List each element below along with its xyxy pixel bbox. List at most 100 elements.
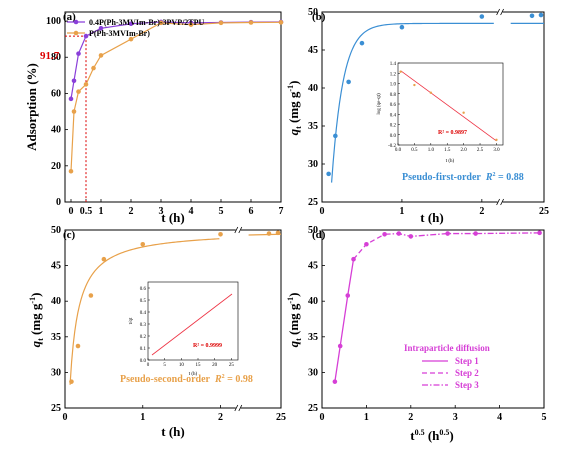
inset-b-frame xyxy=(397,62,504,146)
x-tick-label: 3 xyxy=(159,206,164,217)
inset-x-tick-label: 0.5 xyxy=(411,148,418,153)
x-tick-label: 4 xyxy=(189,206,194,217)
x-tick-label: 1 xyxy=(399,206,404,217)
y-tick-label: 40 xyxy=(308,296,318,307)
data-point xyxy=(396,231,402,236)
data-point xyxy=(76,51,81,56)
y-tick-label: 0 xyxy=(56,197,61,208)
inset-x-tick-label: 1.5 xyxy=(444,148,451,153)
y-tick-label: 30 xyxy=(51,367,61,378)
inset-x-tick-label: 0.0 xyxy=(395,148,402,153)
inset-y-tick-label: 0.0 xyxy=(140,359,147,364)
legend-title: Intraparticle diffusion xyxy=(404,343,490,353)
panel-d-frame xyxy=(321,229,545,409)
panel-c-label: (c) xyxy=(63,229,76,241)
inset-y-tick-label: 0.8 xyxy=(390,93,397,98)
inset-y-tick-label: 0.2 xyxy=(390,124,397,129)
inset-c-r2: R² = 0.9999 xyxy=(193,343,222,349)
x-tick-label: 5 xyxy=(542,412,547,423)
inset-b-plot xyxy=(399,70,498,142)
data-point xyxy=(71,109,77,114)
x-tick-label: 2 xyxy=(408,412,413,423)
data-point xyxy=(71,78,77,84)
inset-b-ticks: 0.0 0.5 1.0 1.5 2.0 2.5 3.0-0.20.00.20.40.60.8… xyxy=(388,62,500,153)
x-tick-label: 0.5 xyxy=(80,206,93,217)
axis-break-mask-top xyxy=(497,10,503,15)
x-tick-label: 0 xyxy=(63,412,68,423)
panel-a-ylabel: Adsorption (%) xyxy=(24,63,39,151)
x-tick-label: 25 xyxy=(539,206,549,217)
data-point xyxy=(75,343,81,349)
data-point xyxy=(333,133,338,139)
data-point xyxy=(278,20,284,25)
inset-point xyxy=(413,83,416,87)
panel-b-inset: 0.0 0.5 1.0 1.5 2.0 2.5 3.0-0.20.00.20.40.60.8… xyxy=(377,62,504,164)
axis-break-mask-bottom xyxy=(235,406,241,411)
y-tick-label: 25 xyxy=(308,403,318,414)
panel-d-ylabel: qt (mg g-1) xyxy=(286,293,303,348)
inset-y-tick-label: 0.2 xyxy=(140,335,147,340)
y-tick-label: 80 xyxy=(51,52,61,63)
inset-x-tick-label: 10 xyxy=(179,363,185,368)
data-point xyxy=(346,79,351,85)
legend-marker-series-1 xyxy=(73,19,79,25)
inset-b-r2: R² = 0.9897 xyxy=(438,130,467,136)
x-tick-label: 7 xyxy=(279,206,284,217)
x-tick-label: 3 xyxy=(453,412,458,423)
data-point xyxy=(128,21,134,27)
inset-y-tick-label: 0.5 xyxy=(140,299,147,304)
data-point xyxy=(91,65,96,71)
data-point xyxy=(473,231,478,236)
data-point xyxy=(140,241,146,247)
inset-y-tick-label: -0.2 xyxy=(388,144,396,149)
axis-break-mark xyxy=(234,226,239,234)
data-point xyxy=(537,230,542,236)
y-tick-label: 30 xyxy=(308,159,318,170)
data-point xyxy=(326,171,331,177)
inset-y-tick-label: 1.0 xyxy=(390,83,397,88)
inset-b-xlabel: t (h) xyxy=(446,159,455,164)
axis-break-mark xyxy=(496,8,500,16)
legend-marker-series-2 xyxy=(73,30,79,36)
fit-curve xyxy=(330,22,494,183)
panel-a-legend: 0.4P(Ph-3MVIm-Br)-3PVP/2TPU P(Ph-3MVIm-B… xyxy=(67,18,205,38)
x-tick-label: 6 xyxy=(249,206,254,217)
inset-x-tick-label: 2.0 xyxy=(461,148,468,153)
data-point xyxy=(83,82,89,87)
legend-label-series-2: P(Ph-3MVIm-Br) xyxy=(89,29,150,38)
data-point xyxy=(529,13,535,19)
data-point xyxy=(98,53,104,58)
inset-x-tick-label: 5 xyxy=(163,363,166,368)
data-point xyxy=(445,231,450,236)
data-point xyxy=(218,231,223,237)
panel-a-ticks: 0 0.5 1 2 3 4 5 6 7 0 20 40 60 80 100 xyxy=(46,16,284,217)
panel-c-fit-label: Pseudo-second-order R2 = 0.98 xyxy=(120,374,253,385)
data-point xyxy=(538,12,544,18)
panel-c-xlabel: t (h) xyxy=(161,424,184,439)
inset-y-tick-label: 0.6 xyxy=(390,103,397,108)
inset-point xyxy=(429,91,433,94)
x-tick-label: 0 xyxy=(320,412,325,423)
panel-c-ylabel: qt (mg g-1) xyxy=(28,293,45,348)
data-point xyxy=(128,36,134,42)
panel-d-xlabel: t0.5 (h0.5) xyxy=(410,428,454,443)
axis-break-mask-top xyxy=(235,228,241,233)
inset-y-tick-label: 1.2 xyxy=(390,72,397,77)
x-tick-label: 5 xyxy=(219,206,224,217)
data-point xyxy=(399,24,405,30)
series-line-2 xyxy=(70,21,282,172)
axis-break-mark xyxy=(238,404,243,412)
y-tick-label: 40 xyxy=(51,296,61,307)
legend-step-1-label: Step 1 xyxy=(455,356,479,366)
x-tick-label: 4 xyxy=(497,412,502,423)
panel-b-points xyxy=(326,12,544,177)
y-tick-label: 45 xyxy=(308,261,318,272)
data-point xyxy=(332,379,338,384)
x-tick-label: 0 xyxy=(320,206,325,217)
fit-curve-tail xyxy=(248,233,282,236)
